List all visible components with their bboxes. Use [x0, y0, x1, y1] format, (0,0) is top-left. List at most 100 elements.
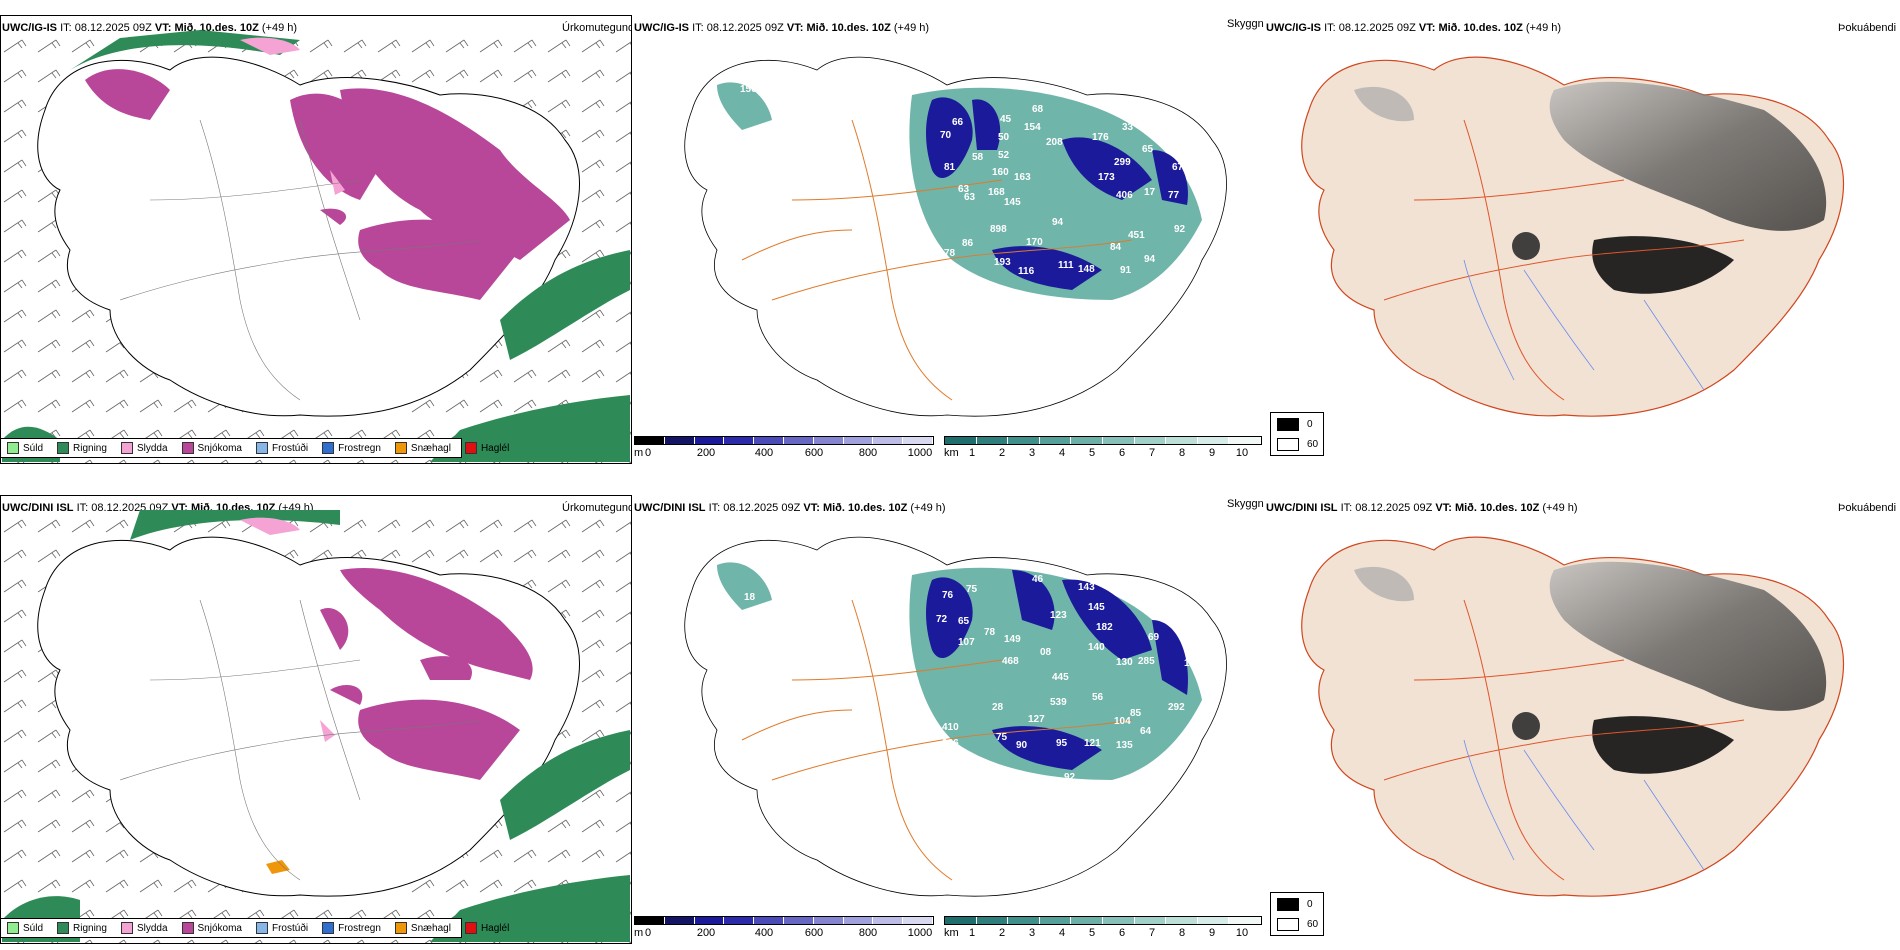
- header-fog-bottom: UWC/DINI ISL IT: 08.12.2025 09Z VT: Mið.…: [1266, 502, 1578, 514]
- it-value: 08.12.2025 09Z: [706, 22, 784, 34]
- vis-label: 286: [1064, 298, 1081, 309]
- precip-panel-top: UWC/IG-IS IT: 08.12.2025 09Z VT: Mið. 10…: [0, 0, 632, 470]
- vis-label: 123: [1050, 610, 1067, 621]
- fog-legend-bottom: 0 60: [1270, 892, 1324, 936]
- vis-label: 08: [1040, 647, 1052, 658]
- ceiling-tick: 800: [858, 927, 878, 939]
- vis-label: 94: [1144, 254, 1156, 265]
- vt-label: VT:: [1418, 22, 1436, 34]
- vis-label: 77: [1168, 190, 1180, 201]
- visibility-labels: 18 76 75 46 143 72 65 145 123 107 78 149…: [744, 574, 1201, 783]
- river-network: [1463, 259, 1705, 391]
- visibility-unit: km: [944, 447, 959, 459]
- ceiling-tick: 800: [858, 447, 878, 459]
- vt-value: Mið. 10.des. 10Z: [1454, 502, 1540, 514]
- model-name: UWC/DINI ISL: [1266, 502, 1338, 514]
- vis-label: 150: [740, 84, 757, 95]
- low-ceiling-areas: [926, 570, 1188, 770]
- fog-legend-low: 60: [1277, 918, 1318, 931]
- vis-label: 167: [1184, 658, 1201, 669]
- vis-label: 149: [1004, 634, 1021, 645]
- vis-label: 168: [988, 187, 1005, 198]
- fog-legend-high: 0: [1277, 898, 1313, 911]
- visibility-tick: 7: [1148, 927, 1156, 939]
- vis-label: 127: [1028, 714, 1045, 725]
- vis-label: 63: [964, 192, 976, 203]
- visibility-tick: 2: [998, 927, 1006, 939]
- ceiling-tick: 1000: [907, 447, 933, 459]
- vis-label: 92: [1174, 224, 1186, 235]
- visibility-map: 150 58 43 70 66 45 68 154 81 58 50 52 20…: [684, 56, 1227, 417]
- ceiling-tick: 200: [696, 447, 716, 459]
- legend-item-snow: Snjókoma: [181, 922, 242, 934]
- panel-title-fog: Þokuábendi: [1838, 22, 1897, 34]
- vis-label: 65: [1142, 144, 1154, 155]
- vis-label: 285: [1138, 656, 1155, 667]
- vis-label: 91: [1120, 265, 1132, 276]
- ceiling-tick: 600: [804, 447, 824, 459]
- lead-time: (+49 h): [261, 22, 298, 34]
- ceiling-tick: 600: [804, 927, 824, 939]
- vis-label: 163: [1014, 172, 1031, 183]
- legend-item-freezing-rain: Frostregn: [322, 922, 381, 934]
- vis-label: 86: [962, 238, 974, 249]
- vis-label: 140: [1088, 642, 1105, 653]
- ceiling-tick: 0: [644, 447, 652, 459]
- vis-label: 182: [1096, 622, 1113, 633]
- visibility-tick: 6: [1118, 927, 1126, 939]
- fog-legend-low: 60: [1277, 438, 1318, 451]
- it-value: 08.12.2025 09Z: [1338, 22, 1416, 34]
- lead-time: (+49 h): [1542, 502, 1578, 514]
- visibility-tick: 9: [1208, 447, 1216, 459]
- visibility-tick: 8: [1178, 447, 1186, 459]
- vis-label: 94: [1052, 217, 1064, 228]
- river-network: [1463, 739, 1705, 871]
- vt-value: Mið. 10.des. 10Z: [822, 502, 908, 514]
- ceiling-unit: m: [634, 927, 644, 939]
- visibility-tick: 8: [1178, 927, 1186, 939]
- vis-label: 468: [1002, 656, 1019, 667]
- vis-label: 145: [1088, 602, 1105, 613]
- vis-label: 78: [984, 627, 996, 638]
- vis-label: 145: [1004, 197, 1021, 208]
- it-value: 08.12.2025 09Z: [74, 22, 152, 34]
- panel-title-visibility: Skyggni: [1227, 498, 1264, 510]
- legend-item-freezing-drizzle: Frostúði: [255, 442, 308, 454]
- visibility-colorbar: km 1 2 3 4 5 6 7 8 9 10: [944, 436, 1262, 462]
- vis-label: 92: [1064, 772, 1076, 783]
- legend-item-hail: Haglél: [464, 442, 509, 454]
- ceiling-tick: 400: [754, 927, 774, 939]
- visibility-tick: 4: [1058, 927, 1066, 939]
- visibility-tick: 3: [1028, 927, 1036, 939]
- legend-item-rain: Rigning: [57, 922, 107, 934]
- precip-legend: Súld Rigning Slydda Snjókoma Frostúði Fr…: [0, 438, 509, 458]
- vt-label: VT:: [154, 22, 172, 34]
- vis-label: 58: [780, 86, 792, 97]
- map-frame: [0, 15, 632, 464]
- vis-label: 154: [1024, 122, 1041, 133]
- snow-areas: [320, 568, 533, 780]
- visibility-tick: 9: [1208, 927, 1216, 939]
- vis-label: 451: [1128, 230, 1145, 241]
- panel-title-precip: Úrkomutegund: [562, 502, 632, 514]
- vis-label: 173: [1098, 172, 1115, 183]
- fog-panel-bottom: UWC/DINI ISL IT: 08.12.2025 09Z VT: Mið.…: [1264, 480, 1900, 950]
- header-visibility-bottom: UWC/DINI ISL IT: 08.12.2025 09Z VT: Mið.…: [634, 502, 946, 514]
- vis-label: 406: [1116, 190, 1133, 201]
- vis-label: 52: [998, 150, 1010, 161]
- vis-label: 121: [1084, 738, 1101, 749]
- legend-item-sleet: Slydda: [120, 442, 168, 454]
- legend-item-drizzle: Súld: [7, 922, 43, 934]
- vis-label: 170: [1026, 237, 1043, 248]
- road-network: [1383, 599, 1745, 881]
- visibility-tick: 10: [1235, 447, 1249, 459]
- vis-label: 90: [1016, 740, 1028, 751]
- model-name: UWC/DINI ISL: [2, 502, 74, 514]
- legend-item-rain: Rigning: [57, 442, 107, 454]
- panel-title-visibility: Skyggni: [1227, 18, 1264, 30]
- ceiling-unit: m: [634, 447, 644, 459]
- visibility-tick: 1: [968, 447, 976, 459]
- lead-time: (+49 h): [1525, 22, 1562, 34]
- legend-item-freezing-drizzle: Frostúði: [255, 922, 308, 934]
- vis-label: 116: [1018, 266, 1035, 277]
